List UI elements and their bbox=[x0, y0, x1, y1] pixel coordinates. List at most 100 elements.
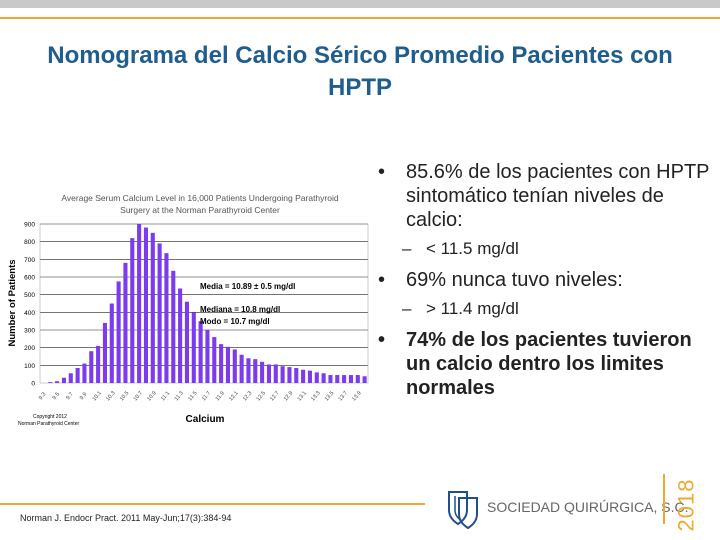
bar bbox=[287, 367, 292, 383]
x-tick-label: 9.3 bbox=[38, 391, 48, 401]
sub-bullet-text: > 11.4 mg/dl bbox=[426, 299, 519, 318]
top-accent-line bbox=[0, 17, 720, 19]
x-tick-label: 11.7 bbox=[201, 390, 212, 402]
bar bbox=[102, 322, 107, 383]
sub-bullet-item: – > 11.4 mg/dl bbox=[378, 298, 718, 320]
y-tick-label: 500 bbox=[24, 292, 35, 299]
bar bbox=[260, 361, 265, 383]
year-text: 2018 bbox=[673, 478, 699, 532]
bar bbox=[328, 375, 333, 383]
x-tick-label: 10.9 bbox=[146, 390, 157, 402]
dash-glyph: – bbox=[402, 239, 412, 258]
bar bbox=[171, 270, 176, 383]
bar bbox=[355, 375, 360, 383]
bottom-accent-line bbox=[0, 503, 425, 505]
bar bbox=[55, 381, 60, 383]
copyright-line-2: Norman Parathyroid Center bbox=[18, 421, 79, 427]
sub-bullet-item: – < 11.5 mg/dl bbox=[378, 238, 718, 260]
y-tick-label: 400 bbox=[24, 310, 35, 317]
bullet-glyph: • bbox=[378, 161, 386, 183]
bar bbox=[335, 375, 340, 383]
bar bbox=[342, 375, 347, 383]
bar bbox=[239, 354, 244, 383]
x-tick-label: 12.3 bbox=[242, 390, 253, 402]
bar bbox=[150, 232, 155, 383]
bar bbox=[68, 373, 73, 383]
plot-border bbox=[39, 223, 369, 384]
x-tick-label: 9.9 bbox=[79, 391, 89, 401]
citation: Norman J. Endocr Pract. 2011 May-Jun;17(… bbox=[20, 513, 232, 523]
annotation-mean: Media = 10.89 ± 0.5 mg/dl bbox=[200, 282, 295, 291]
bullet-text: 74% de los pacientes tuvieron un calcio … bbox=[406, 329, 692, 399]
bar bbox=[157, 243, 162, 383]
y-tick-label: 600 bbox=[24, 275, 35, 282]
bullet-glyph: • bbox=[378, 329, 386, 351]
y-tick-label: 0 bbox=[31, 381, 35, 388]
bar bbox=[294, 367, 299, 383]
x-tick-label: 10.5 bbox=[119, 390, 130, 402]
y-tick-label: 100 bbox=[24, 363, 35, 370]
x-tick-label: 13.7 bbox=[338, 390, 349, 402]
bar bbox=[219, 344, 224, 383]
chart-title: Average Serum Calcium Level in 16,000 Pa… bbox=[61, 193, 338, 203]
bar bbox=[130, 238, 135, 383]
x-tick-label: 11.1 bbox=[160, 390, 171, 402]
vertical-accent-line bbox=[663, 474, 665, 524]
bar bbox=[109, 303, 114, 383]
sub-bullet-text: < 11.5 mg/dl bbox=[426, 239, 519, 258]
chart-title-2: Surgery at the Norman Parathyroid Center bbox=[120, 205, 280, 215]
bar bbox=[273, 364, 278, 383]
shield-logo-icon bbox=[448, 491, 478, 530]
bar bbox=[225, 346, 230, 383]
x-tick-label: 12.9 bbox=[283, 390, 294, 402]
bar bbox=[280, 366, 285, 383]
y-tick-label: 900 bbox=[24, 222, 35, 229]
top-bar bbox=[0, 0, 720, 8]
x-tick-label: 13.1 bbox=[297, 390, 308, 402]
bar bbox=[266, 364, 271, 383]
bar bbox=[143, 227, 148, 383]
bullet-text: 69% nunca tuvo niveles: bbox=[406, 269, 623, 291]
bar bbox=[178, 288, 183, 383]
x-tick-label: 12.5 bbox=[256, 390, 267, 402]
annotation-mode: Modo = 10.7 mg/dl bbox=[200, 317, 270, 326]
year-label: 2018 bbox=[668, 478, 698, 532]
bar bbox=[116, 281, 121, 383]
y-tick-label: 300 bbox=[24, 328, 35, 335]
y-tick-label: 200 bbox=[24, 345, 35, 352]
y-axis-label: Number of Patients bbox=[7, 259, 18, 346]
bar bbox=[301, 369, 306, 383]
bar bbox=[89, 351, 94, 383]
x-axis-label: Calcium bbox=[186, 414, 225, 425]
x-tick-label: 11.3 bbox=[174, 390, 185, 402]
x-tick-label: 12.7 bbox=[269, 390, 280, 402]
bar bbox=[321, 373, 326, 383]
bar bbox=[246, 358, 251, 383]
bullet-glyph: • bbox=[378, 269, 386, 291]
bar bbox=[253, 359, 258, 383]
bar bbox=[75, 367, 80, 383]
dash-glyph: – bbox=[402, 299, 412, 318]
bullet-text: 85.6% de los pacientes con HPTP sintomát… bbox=[406, 161, 710, 231]
bar bbox=[184, 301, 189, 383]
copyright-line-1: Copyright 2012 bbox=[33, 414, 67, 420]
bullet-item: • 69% nunca tuvo niveles: bbox=[378, 268, 718, 292]
y-tick-label: 800 bbox=[24, 239, 35, 246]
x-tick-label: 11.9 bbox=[215, 390, 226, 402]
x-tick-label: 13.9 bbox=[351, 390, 362, 402]
x-tick-label: 13.5 bbox=[324, 390, 335, 402]
slide-title: Nomograma del Calcio Sérico Promedio Pac… bbox=[47, 42, 673, 101]
bar bbox=[82, 363, 87, 383]
bar bbox=[191, 312, 196, 383]
logo-text: SOCIEDAD QUIRÚRGICA, S.C. bbox=[487, 499, 689, 515]
bar bbox=[48, 382, 53, 383]
bullet-list: • 85.6% de los pacientes con HPTP sintomá… bbox=[378, 160, 718, 406]
x-tick-label: 10.7 bbox=[133, 390, 144, 402]
bar bbox=[348, 375, 353, 383]
bar bbox=[362, 376, 367, 383]
x-tick-label: 9.7 bbox=[65, 391, 75, 401]
x-tick-label: 13.3 bbox=[310, 390, 321, 402]
bar bbox=[314, 372, 319, 383]
bar bbox=[137, 224, 142, 383]
bar bbox=[164, 253, 169, 383]
